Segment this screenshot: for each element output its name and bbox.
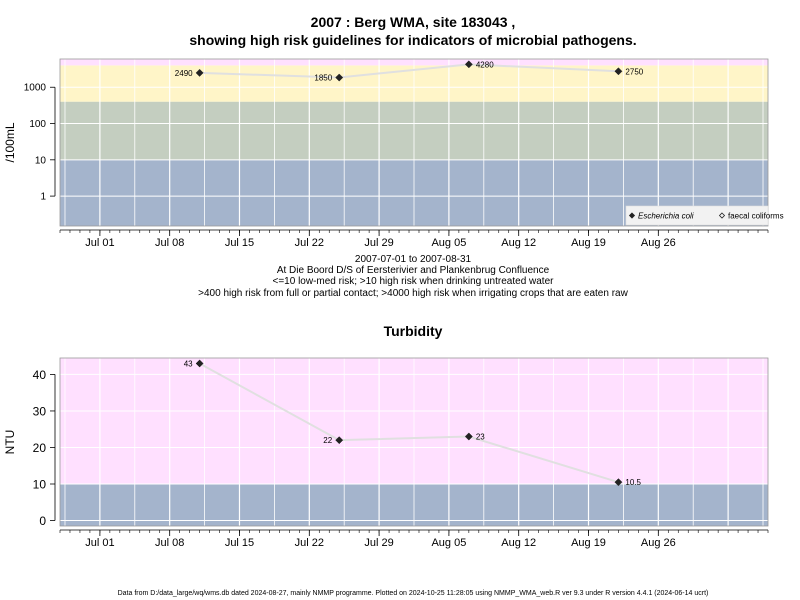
turbidity-panel: Jul 01 Jul 08 Jul 15 Jul 22 Jul 29 Aug 05 Aug …: [3, 357, 769, 549]
x-tick-label: Aug 12: [501, 237, 536, 249]
data-point: [464, 60, 473, 69]
x-tick-label: Aug 05: [431, 537, 466, 549]
x-tick-label: Jul 08: [155, 237, 184, 249]
data-label: 2490: [175, 69, 193, 78]
chart-title-line2: showing high risk guidelines for indicat…: [189, 32, 636, 48]
legend-open-diamond-icon: [718, 212, 726, 219]
caption-line-4: >400 high risk from full or partial cont…: [198, 288, 628, 299]
data-label: 43: [184, 359, 193, 368]
y-tick-label: 20: [33, 441, 47, 455]
data-point: [335, 436, 344, 445]
data-point: [335, 73, 344, 82]
y-tick-label: 40: [33, 368, 47, 382]
x-tick-label: Jul 22: [295, 537, 324, 549]
legend-filled-diamond-icon: [628, 212, 636, 219]
x-tick-label: Aug 26: [641, 237, 676, 249]
x-tick-label: Jul 29: [364, 237, 393, 249]
legend-entry: Escherichia coli: [638, 212, 694, 221]
y-tick-label: 1: [40, 192, 46, 203]
x-tick-label: Aug 19: [571, 537, 606, 549]
x-tick-label: Jul 22: [295, 237, 324, 249]
data-point: [464, 432, 473, 441]
x-tick-label: Jul 15: [225, 237, 254, 249]
legend-entry: faecal coliforms: [728, 212, 784, 221]
y-tick-label: 100: [29, 119, 46, 130]
y-tick-label: 10: [35, 155, 47, 166]
legend-box: [625, 205, 769, 226]
series-line: [199, 362, 619, 484]
x-tick-label: Aug 19: [571, 237, 606, 249]
data-point: [195, 68, 204, 77]
y-tick-label: 1000: [24, 83, 47, 94]
data-point: [195, 359, 204, 368]
legend: Escherichia coli faecal coliforms: [625, 205, 784, 226]
data-label: 2750: [625, 67, 643, 76]
x-tick-label: Jul 29: [364, 537, 393, 549]
plot-frame: [59, 357, 769, 527]
caption-line-3: <=10 low-med risk; >10 high risk when dr…: [273, 276, 555, 287]
series-line: [199, 63, 619, 79]
data-label: 4280: [476, 60, 494, 69]
microbial-panel: Jul 01 Jul 08 Jul 15 Jul 22 Jul 29 Aug 05 Aug …: [3, 58, 784, 249]
y-tick-label: 10: [33, 478, 47, 492]
y-axis-label: /100mL: [3, 122, 17, 162]
caption-line-2: At Die Boord D/S of Eersterivier and Pla…: [277, 265, 550, 276]
footer-note: Data from D:/data_large/wq/wms.db dated …: [118, 590, 709, 597]
x-tick-label: Aug 12: [501, 537, 536, 549]
x-tick-label: Aug 05: [431, 237, 466, 249]
plot-frame: [59, 58, 769, 227]
x-tick-label: Jul 01: [85, 237, 114, 249]
y-tick-label: 30: [33, 404, 47, 418]
y-axis-label: NTU: [3, 430, 17, 455]
data-label: 23: [476, 433, 485, 442]
x-tick-label: Jul 08: [155, 537, 184, 549]
data-label: 1850: [314, 74, 332, 83]
turbidity-title: Turbidity: [384, 323, 443, 339]
data-point: [614, 67, 623, 76]
data-label: 22: [323, 436, 332, 445]
chart-title-line1: 2007 : Berg WMA, site 183043 ,: [311, 14, 516, 30]
data-point: [614, 478, 623, 487]
x-tick-label: Aug 26: [641, 537, 676, 549]
data-label: 10.5: [625, 478, 641, 487]
x-tick-label: Jul 15: [225, 537, 254, 549]
x-tick-label: Jul 01: [85, 537, 114, 549]
caption-line-1: 2007-07-01 to 2007-08-31: [355, 254, 472, 265]
y-tick-label: 0: [39, 514, 46, 528]
